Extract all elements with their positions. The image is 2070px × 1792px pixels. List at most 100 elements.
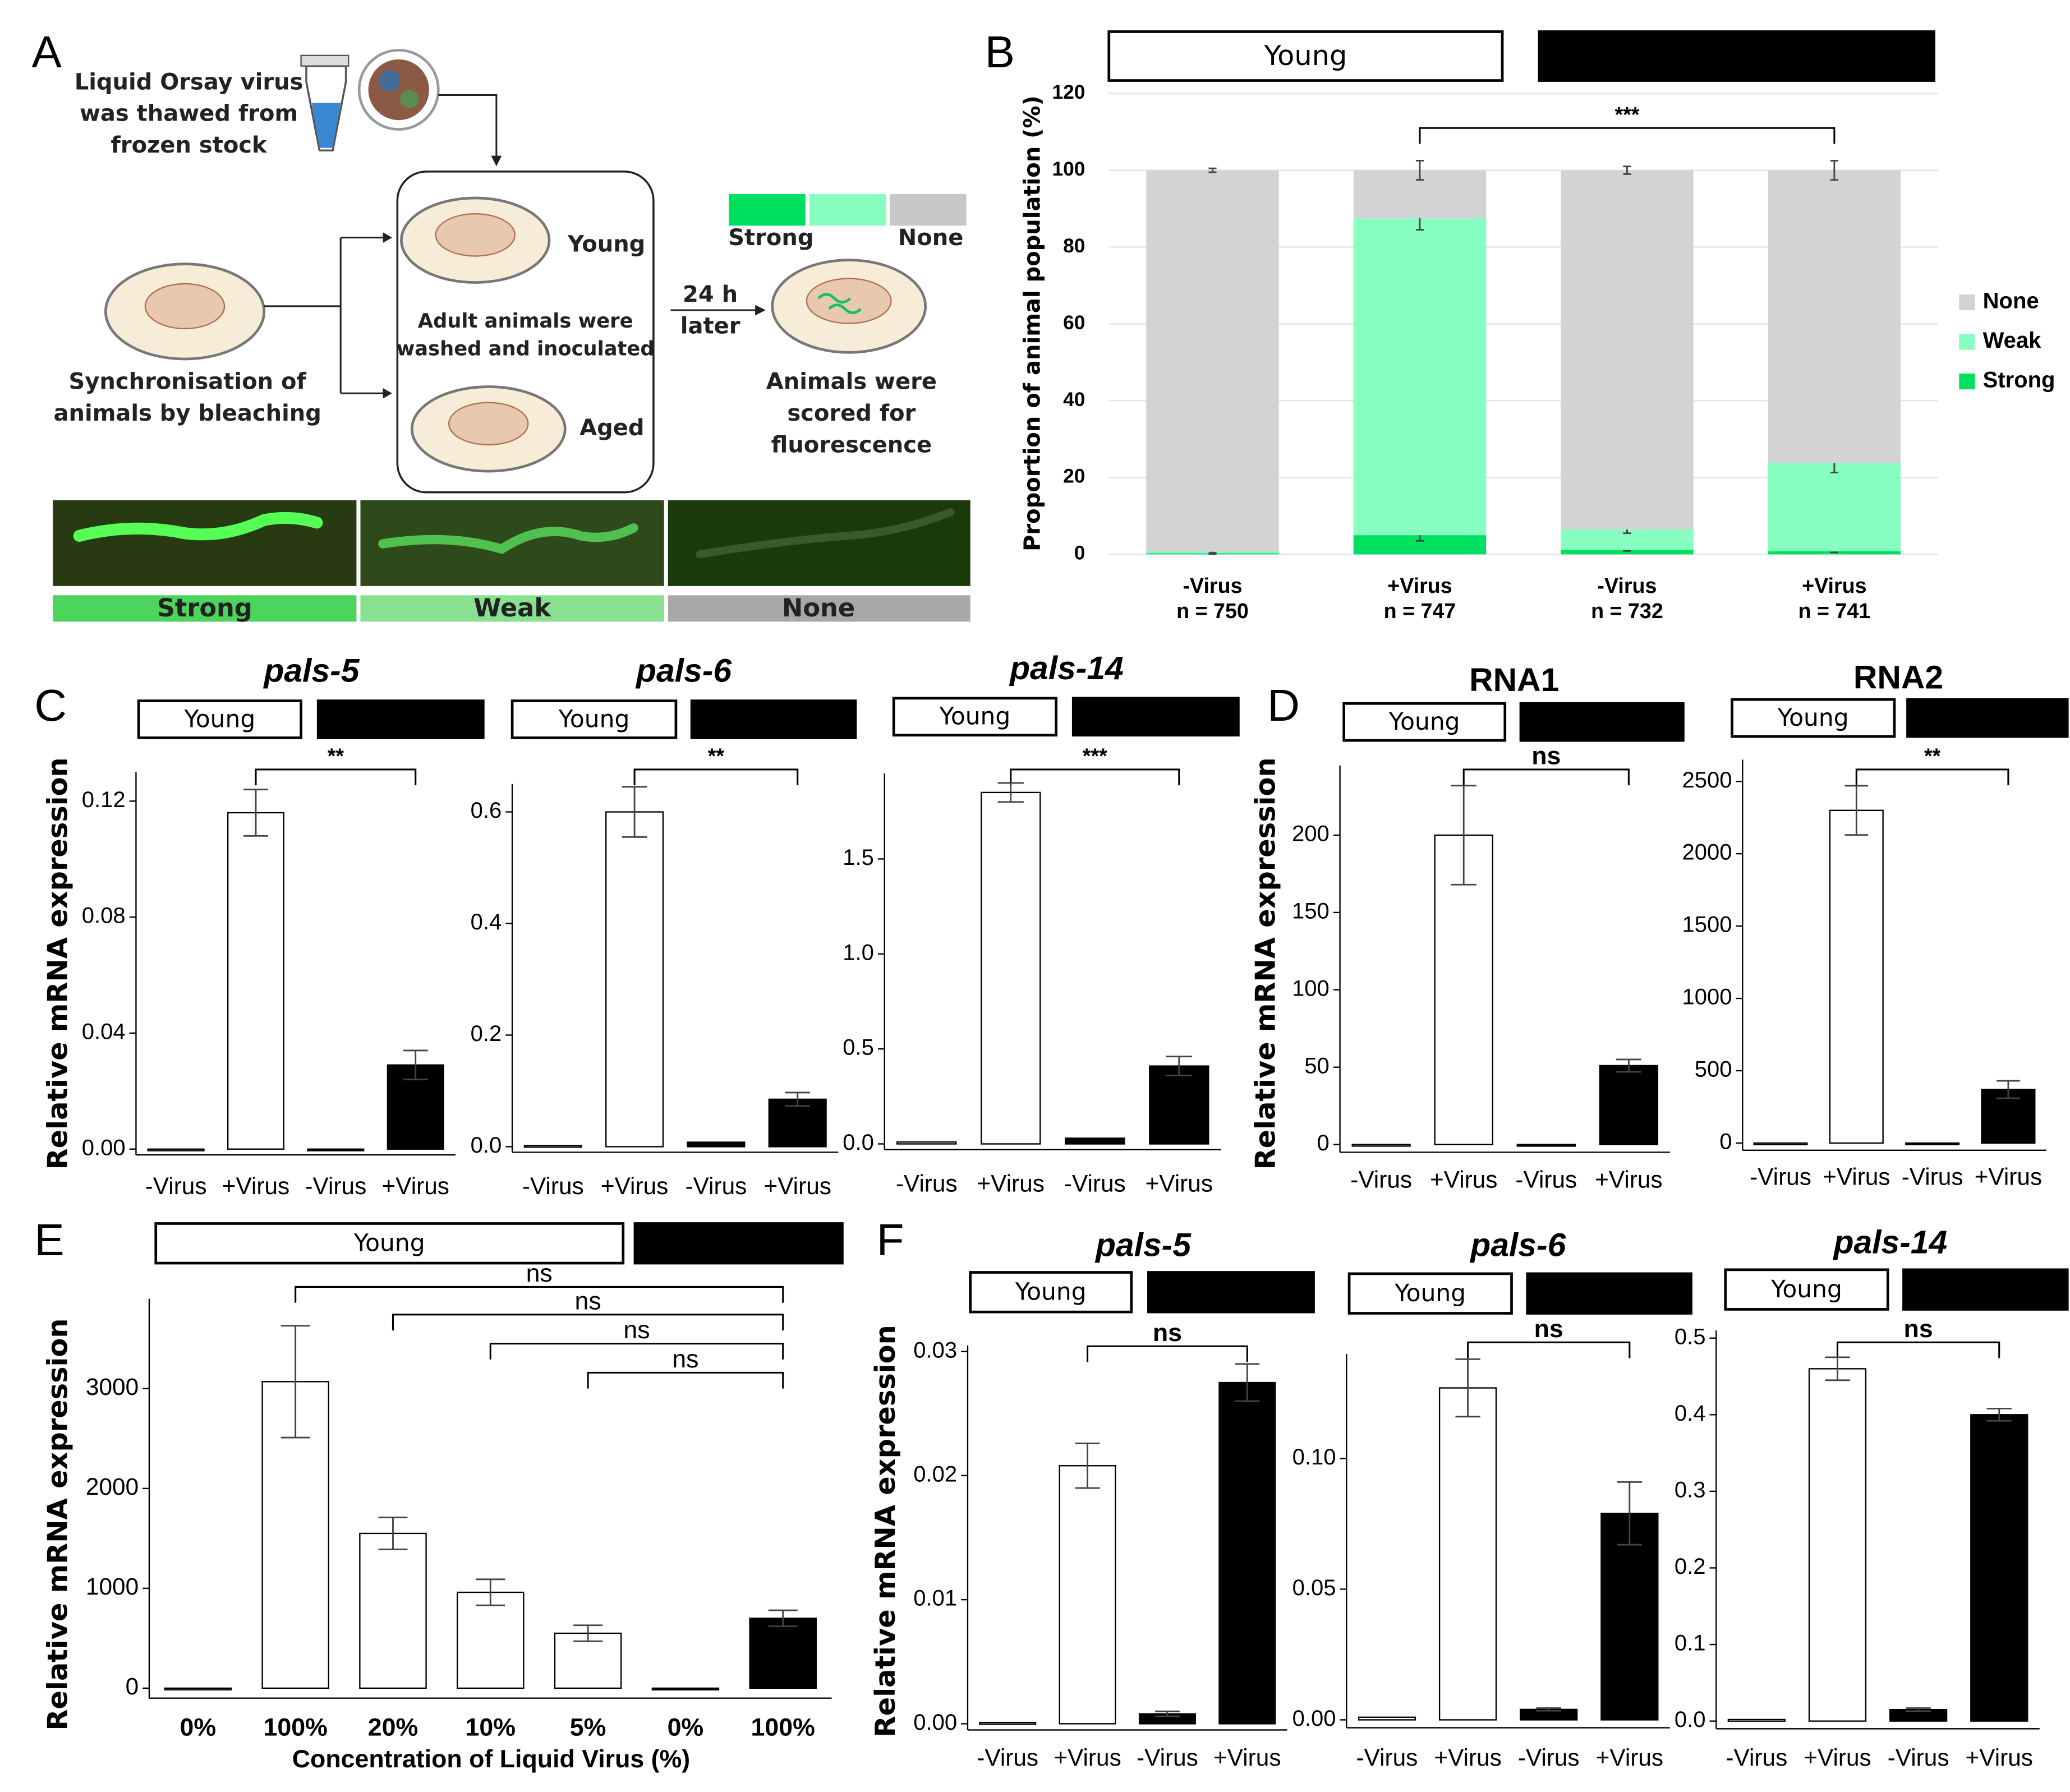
legend-swatch: [1959, 294, 1975, 311]
bar: [1434, 834, 1493, 1145]
bar-segment: [1353, 218, 1487, 536]
y-tick-label: 0: [1317, 1131, 1330, 1155]
x-tick-label: -Virus: [305, 1173, 366, 1199]
significance-label: ns: [1153, 1319, 1182, 1347]
label: frozen stock: [111, 132, 268, 158]
bar: [651, 1687, 720, 1690]
y-tick-label: 120: [1052, 81, 1085, 103]
y-tick-label: 0.01: [913, 1586, 957, 1611]
group-box: [510, 699, 678, 739]
error-bar: [280, 1325, 310, 1439]
error-bar: [785, 1091, 811, 1107]
bar: [523, 1145, 582, 1148]
bar: [1600, 1513, 1659, 1721]
worm: [696, 508, 955, 559]
chart-title: pals-14: [1833, 1224, 1948, 1261]
significance-label: ns: [623, 1316, 650, 1344]
virus-detail: [400, 90, 419, 108]
x-tick-label: +Virus: [382, 1173, 449, 1199]
bar: [1218, 1381, 1276, 1725]
y-tick-label: 0.5: [1675, 1324, 1706, 1349]
error-bar: [1616, 1058, 1642, 1073]
bar: [1149, 1065, 1209, 1145]
virus: [368, 59, 429, 121]
x-tick-label: -Virus: [522, 1173, 584, 1199]
x-tick-label: +Virus: [977, 1170, 1045, 1196]
bar: [1516, 1144, 1576, 1147]
error-bar: [573, 1624, 603, 1642]
x-tick-label: +Virus: [1802, 574, 1866, 597]
label: Liquid Orsay virus: [75, 69, 303, 95]
y-tick-label: 0.0: [471, 1133, 502, 1158]
x-tick-label: -Virus: [1183, 574, 1243, 597]
label: fluorescence: [771, 432, 932, 458]
x-tick-label: +Virus: [1966, 1744, 2033, 1771]
error-bar: [1906, 1707, 1931, 1712]
group-box: [1724, 1268, 1889, 1311]
group-box: [137, 699, 302, 739]
x-tick-label: +Virus: [1146, 1170, 1213, 1196]
group-label: Young: [558, 705, 630, 733]
y-tick-label: 0.6: [471, 798, 502, 823]
category-bar: [53, 595, 357, 622]
group-label: Aged: [1955, 1275, 2016, 1303]
bar-segment: [1561, 550, 1694, 555]
y-tick-label: 0.00: [1292, 1706, 1336, 1731]
micrograph: [53, 500, 357, 586]
error-bar: [1166, 1056, 1192, 1076]
x-tick-label: -Virus: [1350, 1166, 1412, 1192]
x-tick-label: -Virus: [896, 1170, 958, 1196]
significance-label: **: [708, 744, 725, 768]
bar: [1727, 1719, 1786, 1722]
x-tick-label: +Virus: [763, 1173, 831, 1199]
group-label: Aged: [1125, 703, 1186, 730]
y-tick-label: 1000: [86, 1573, 139, 1600]
group-label: Young: [353, 1229, 425, 1257]
legend-label: None: [1983, 288, 2039, 313]
chart-title: pals-6: [1469, 1227, 1566, 1263]
y-tick-label: 2500: [1682, 768, 1732, 793]
y-tick-label: 0.5: [843, 1035, 874, 1060]
dish-lawn: [435, 213, 516, 257]
significance-bracket: [1855, 768, 2009, 786]
label: washed and inoculated: [397, 338, 655, 361]
group-box: [1347, 1272, 1513, 1315]
panel-label: E: [34, 1215, 64, 1265]
y-axis-label: Relative mRNA expression: [41, 1318, 73, 1730]
significance-label: ns: [526, 1260, 553, 1287]
group-label: Aged: [1701, 39, 1772, 72]
error-bar: [243, 789, 268, 837]
group-label: Young: [1770, 1275, 1842, 1303]
error-bar: [1208, 167, 1217, 173]
label: Animals were: [766, 368, 937, 394]
y-axis-label: Relative mRNA expression: [1249, 757, 1282, 1169]
significance-label: ***: [1614, 103, 1639, 126]
x-tick-label: -Virus: [1356, 1744, 1418, 1771]
significance-bracket: [1419, 127, 1836, 144]
x-tick-label: -Virus: [977, 1744, 1038, 1771]
chart-title: RNA1: [1469, 662, 1559, 698]
significance-bracket: [255, 768, 417, 786]
y-tick-label: 500: [1695, 1057, 1732, 1082]
bar: [768, 1098, 827, 1148]
significance-bracket: [587, 1371, 784, 1389]
arrow: [438, 94, 498, 164]
x-tick-label: 100%: [751, 1714, 815, 1742]
error-bar: [622, 786, 647, 838]
legend-label: Strong: [1983, 368, 2055, 393]
bar: [1599, 1065, 1659, 1145]
chart-title: pals-5: [263, 653, 360, 689]
error-bar: [403, 1049, 428, 1081]
chart-title: pals-14: [1009, 650, 1124, 687]
bar: [227, 812, 285, 1150]
label: Adult animals were: [418, 310, 633, 333]
bar: [1358, 1716, 1416, 1721]
n-label: n = 747: [1384, 599, 1456, 623]
group-box: [1147, 1271, 1315, 1314]
group-label: Aged: [1957, 704, 2018, 731]
bar: [687, 1141, 746, 1148]
error-bar: [1617, 1481, 1643, 1546]
error-bar: [1623, 165, 1631, 175]
error-bar: [1154, 1710, 1180, 1717]
error-bar: [1235, 1363, 1260, 1402]
